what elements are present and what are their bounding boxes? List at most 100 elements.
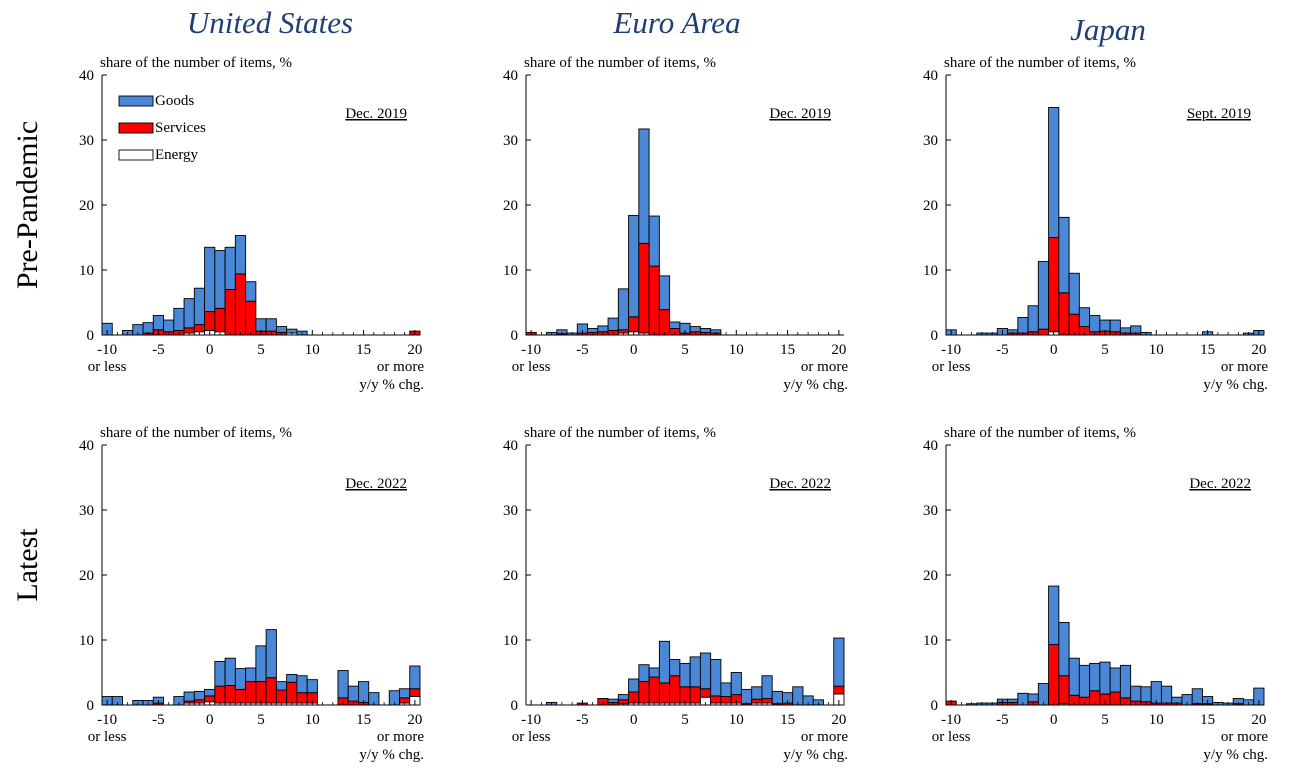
x-tick-label: -10 [941,712,961,728]
y-tick-label: 10 [923,633,938,649]
bar-services-1 [638,242,650,334]
x-axis-label: y/y % chg. [359,747,424,763]
bar-services-8 [710,695,722,704]
row-label-latest: Latest [11,528,44,602]
bar-services-2 [648,676,660,704]
y-tick-label: 10 [923,263,938,279]
column-title-japan: Japan [1070,12,1146,47]
bar-services-2 [224,685,236,704]
bar-goods-12 [751,686,763,700]
bar-goods-5 [1099,661,1111,695]
x-tick-or-less: or less [512,359,551,375]
chart-panels: 0 10 20 30 40 -10 -5 0 5 10 15 20 or less or more y/y … [79,55,1268,763]
x-tick-label: -10 [97,712,117,728]
x-tick-label: 20 [1251,342,1266,358]
bar-goods--4 [1007,698,1019,703]
bar-goods-0 [628,678,640,693]
bar-goods-3 [658,275,671,311]
bar-services-1 [214,685,226,704]
y-axis-label: share of the number of items, % [100,425,292,441]
bar-goods-3 [1078,307,1091,328]
panel-united-states-pre-pandemic: 0 10 20 30 40 -10 -5 0 5 10 15 20 or less or more y/y … [79,55,424,393]
bar-services-0 [628,316,640,333]
bar-goods--2 [1027,693,1039,703]
panel-euro-area-latest: 0 10 20 30 40 -10 -5 0 5 10 15 20 or less or more y/y … [503,425,848,763]
x-tick-label: 0 [1050,712,1058,728]
bar-services-3 [658,309,671,336]
bar-services-4 [245,300,257,336]
bar-goods--2 [183,298,195,329]
bar-goods-8 [710,659,722,697]
x-axis-label: y/y % chg. [1203,377,1268,393]
x-tick-label: 20 [407,712,422,728]
x-tick-label: -10 [941,342,961,358]
bar-services-20 [409,688,421,698]
x-tick-label: -5 [996,712,1009,728]
bar-goods--5 [152,315,164,331]
x-tick-label: 15 [780,712,795,728]
y-tick-label: 0 [87,698,95,714]
legend-swatch-services [118,122,154,134]
bar-goods-5 [1099,319,1111,332]
legend-label-services: Services [155,120,206,136]
bar-goods-3 [234,668,247,690]
x-tick-label: 15 [780,342,795,358]
bar-goods--3 [173,307,185,331]
legend-label-energy: Energy [155,147,199,163]
y-tick-label: 30 [503,503,518,519]
y-tick-label: 0 [511,328,519,344]
x-tick-label: 5 [681,342,689,358]
x-tick-label: -5 [576,712,589,728]
legend-swatch-goods [118,95,154,107]
bars [945,107,1265,336]
bar-services-8 [286,681,298,704]
column-title-euro-area: Euro Area [612,5,740,40]
x-tick-or-less: or less [932,729,971,745]
panel-united-states-latest: 0 10 20 30 40 -10 -5 0 5 10 15 20 or less or more y/y … [79,425,424,763]
y-tick-label: 20 [503,198,518,214]
bar-goods-4 [245,667,257,683]
bar-services-7 [275,689,288,704]
x-tick-label: 5 [257,712,265,728]
bar-goods-9 [296,675,308,694]
x-tick-label: 0 [630,712,638,728]
bar-goods-3 [234,235,247,275]
bar-goods-2 [224,657,236,686]
x-tick-or-more: or more [1221,729,1268,745]
legend-swatch-energy [118,149,154,161]
period-label: Dec. 2022 [345,476,407,492]
bar-goods-2 [1068,272,1080,315]
bar-goods-3 [658,640,671,684]
x-axis-label: y/y % chg. [1203,747,1268,763]
bar-goods-8 [1130,685,1142,702]
bar-goods--6 [142,322,154,334]
x-axis-label: y/y % chg. [783,747,848,763]
x-tick-label: 5 [257,342,265,358]
bar-goods--2 [607,698,619,703]
x-tick-or-more: or more [1221,359,1268,375]
bar-services--1 [193,324,206,333]
bar-goods--1 [1037,261,1050,330]
x-tick-or-more: or more [377,729,424,745]
legend-label-goods: Goods [155,93,194,109]
bar-services-1 [638,681,650,704]
y-tick-label: 10 [79,633,94,649]
bar-goods-19 [399,688,411,699]
bar-goods-1 [214,661,226,687]
bar-goods-0 [204,246,216,313]
bar-goods-7 [1119,664,1132,699]
bars [101,629,421,706]
bar-services-7 [699,688,712,698]
bar-goods-6 [1109,319,1121,333]
bar-goods--3 [597,325,609,333]
bar-goods--2 [1027,305,1039,333]
bar-goods--1 [193,690,206,701]
bar-goods-4 [669,659,681,677]
y-tick-label: 10 [503,633,518,649]
bar-goods-13 [337,670,349,699]
y-tick-label: 0 [87,328,95,344]
x-tick-or-less: or less [512,729,551,745]
bar-goods--4 [163,319,175,333]
x-axis-label: y/y % chg. [783,377,848,393]
bar-goods-20 [409,665,421,690]
